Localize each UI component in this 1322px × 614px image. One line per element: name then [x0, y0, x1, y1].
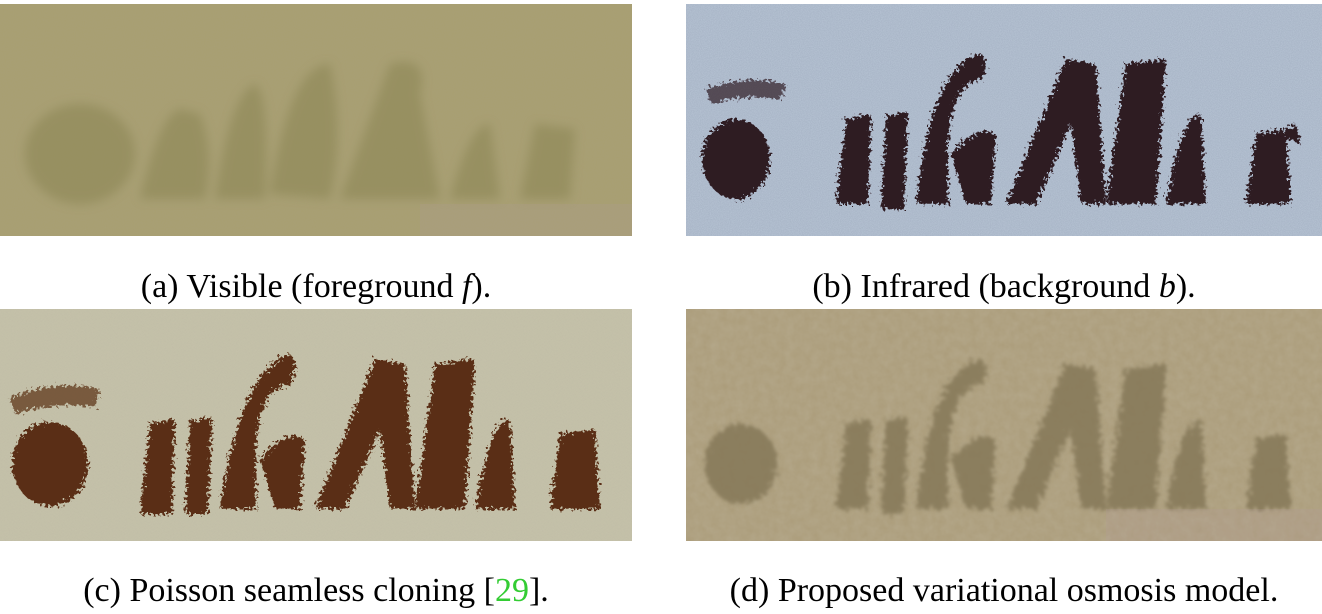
panel-d-osmosis-model-image: [686, 309, 1322, 541]
panel-a-visible-image: [0, 4, 632, 236]
caption-b-prefix: (b) Infrared (background: [812, 268, 1159, 305]
poisson-cloning-image-svg: [0, 309, 632, 541]
caption-c-prefix: (c) Poisson seamless cloning [: [83, 572, 495, 609]
infrared-image-svg: [686, 4, 1322, 236]
panel-c-poisson-cloning-image: [0, 309, 632, 541]
caption-b-suffix: ).: [1175, 268, 1196, 305]
caption-a-prefix: (a) Visible (foreground: [140, 268, 462, 305]
caption-c-suffix: ].: [528, 572, 549, 609]
dark-ink-text: [702, 54, 1301, 209]
faint-ink-marks: [25, 62, 575, 204]
faded-ink-text: [705, 359, 1291, 514]
caption-c: (c) Poisson seamless cloning [29].: [0, 571, 632, 611]
caption-b-symbol: b: [1158, 268, 1176, 305]
caption-a-suffix: ).: [471, 268, 492, 305]
panel-b-infrared-image: [686, 4, 1322, 236]
caption-d-text: (d) Proposed variational osmosis model.: [729, 572, 1279, 609]
visible-image-svg: [0, 4, 632, 236]
citation-link-29[interactable]: 29: [494, 572, 529, 609]
caption-a: (a) Visible (foreground f).: [0, 267, 632, 307]
caption-b: (b) Infrared (background b).: [686, 267, 1322, 307]
caption-a-symbol: f: [461, 268, 472, 305]
osmosis-model-image-svg: [686, 309, 1322, 541]
caption-d: (d) Proposed variational osmosis model.: [686, 571, 1322, 611]
brown-ink-text: [10, 354, 600, 514]
